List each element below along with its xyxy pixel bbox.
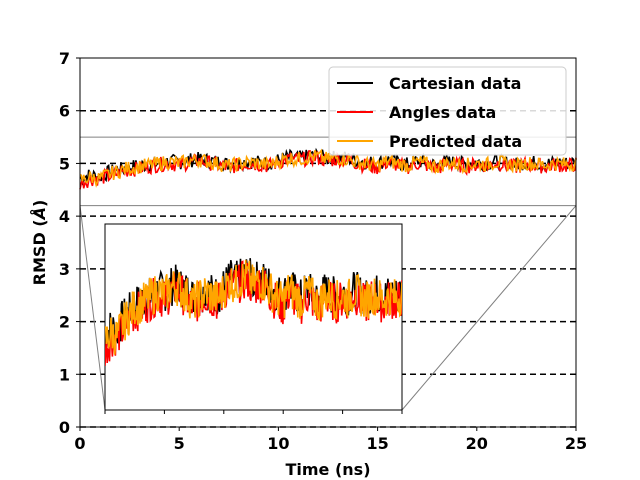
inset-plot — [104, 223, 403, 414]
y-axis-label: RMSD (Å) — [30, 200, 49, 286]
y-tick-label-5: 5 — [59, 154, 70, 173]
legend-box — [328, 66, 567, 156]
y-tick-label-7: 7 — [59, 49, 70, 68]
y-tick-label-1: 1 — [59, 365, 70, 384]
x-tick-label-15: 15 — [366, 434, 388, 453]
main-axes — [79, 57, 577, 428]
inset-line-predicted-data — [105, 259, 402, 355]
inset-lines — [105, 258, 402, 366]
series-line-predicted-data — [79, 148, 577, 188]
legend: Cartesian data Angles data Predicted data — [328, 66, 567, 156]
y-tick-label-6: 6 — [59, 102, 70, 121]
y-axis-label-suffix: ) — [30, 200, 49, 207]
legend-label-2: Predicted data — [389, 132, 522, 151]
legend-label-1: Angles data — [389, 103, 496, 122]
main-plot-lines — [79, 147, 577, 190]
y-tick-label-0: 0 — [59, 418, 70, 437]
y-axis-label-prefix: RMSD ( — [30, 219, 49, 285]
y-axis-label-unit: Å — [30, 207, 49, 221]
y-tick-label-4: 4 — [59, 207, 70, 226]
tick-labels: 0 5 10 15 20 25 0 1 2 3 4 5 6 7 — [59, 49, 587, 453]
x-tick-label-0: 0 — [74, 434, 85, 453]
zoom-connector-left — [79, 205, 106, 411]
x-tick-label-25: 25 — [565, 434, 587, 453]
y-tick-label-2: 2 — [59, 313, 70, 332]
x-axis-label: Time (ns) — [285, 460, 370, 479]
x-tick-label-10: 10 — [267, 434, 289, 453]
x-tick-label-20: 20 — [466, 434, 488, 453]
zoom-connector-right — [401, 205, 577, 411]
legend-label-0: Cartesian data — [389, 74, 521, 93]
plot-frame — [79, 57, 577, 428]
y-tick-label-3: 3 — [59, 260, 70, 279]
x-tick-label-5: 5 — [174, 434, 185, 453]
